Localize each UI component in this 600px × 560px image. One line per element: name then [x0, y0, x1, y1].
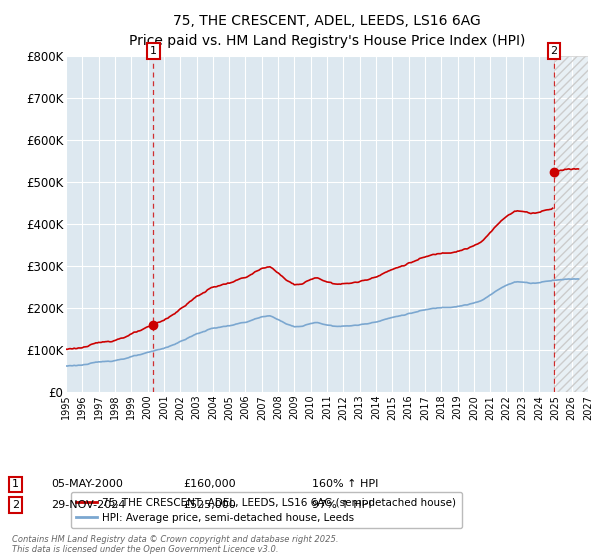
- Legend: 75, THE CRESCENT, ADEL, LEEDS, LS16 6AG (semi-detached house), HPI: Average pric: 75, THE CRESCENT, ADEL, LEEDS, LS16 6AG …: [71, 492, 461, 528]
- Text: 29-NOV-2024: 29-NOV-2024: [51, 500, 125, 510]
- Text: 97% ↑ HPI: 97% ↑ HPI: [312, 500, 371, 510]
- Text: 05-MAY-2000: 05-MAY-2000: [51, 479, 123, 489]
- Title: 75, THE CRESCENT, ADEL, LEEDS, LS16 6AG
Price paid vs. HM Land Registry's House : 75, THE CRESCENT, ADEL, LEEDS, LS16 6AG …: [129, 15, 525, 48]
- Text: 1: 1: [150, 46, 157, 56]
- Text: 2: 2: [12, 500, 19, 510]
- Text: 160% ↑ HPI: 160% ↑ HPI: [312, 479, 379, 489]
- Text: £160,000: £160,000: [183, 479, 236, 489]
- Text: 1: 1: [12, 479, 19, 489]
- Text: £525,000: £525,000: [183, 500, 236, 510]
- Text: 2: 2: [550, 46, 557, 56]
- Text: Contains HM Land Registry data © Crown copyright and database right 2025.
This d: Contains HM Land Registry data © Crown c…: [12, 535, 338, 554]
